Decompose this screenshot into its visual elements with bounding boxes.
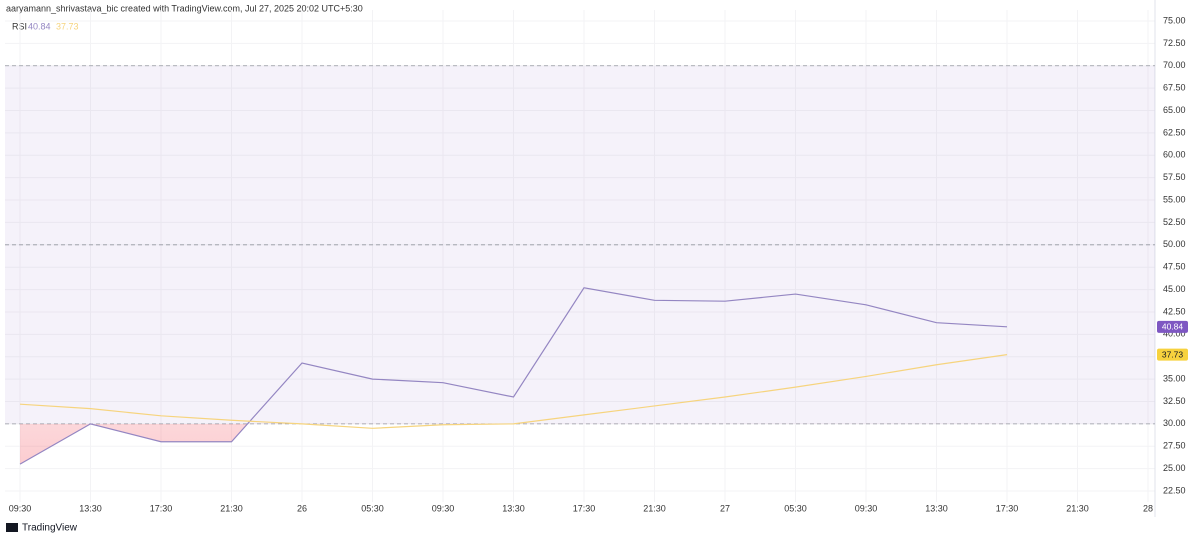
x-tick-label: 17:30 (150, 503, 173, 513)
y-tick-label: 47.50 (1163, 262, 1186, 272)
x-tick-label: 13:30 (502, 503, 525, 513)
y-tick-label: 75.00 (1163, 15, 1186, 25)
x-tick-label: 17:30 (573, 503, 596, 513)
y-tick-label: 27.50 (1163, 441, 1186, 451)
y-tick-label: 45.00 (1163, 284, 1186, 294)
x-tick-label: 21:30 (220, 503, 243, 513)
x-tick-label: 09:30 (9, 503, 32, 513)
price-badge-label: 37.73 (1162, 349, 1184, 359)
y-tick-label: 50.00 (1163, 239, 1186, 249)
y-tick-label: 70.00 (1163, 60, 1186, 70)
x-tick-label: 05:30 (784, 503, 807, 513)
y-tick-label: 60.00 (1163, 150, 1186, 160)
x-tick-label: 13:30 (79, 503, 102, 513)
legend-value: 37.73 (56, 21, 79, 31)
x-tick-label: 27 (720, 503, 730, 513)
y-tick-label: 65.00 (1163, 105, 1186, 115)
y-tick-label: 30.00 (1163, 418, 1186, 428)
x-tick-label: 13:30 (925, 503, 948, 513)
y-tick-label: 25.00 (1163, 463, 1186, 473)
y-tick-label: 52.50 (1163, 217, 1186, 227)
y-tick-label: 72.50 (1163, 38, 1186, 48)
y-tick-label: 42.50 (1163, 306, 1186, 316)
x-tick-label: 05:30 (361, 503, 384, 513)
x-tick-label: 21:30 (1066, 503, 1089, 513)
price-badge (1157, 320, 1188, 333)
brand: TradingView (22, 523, 78, 534)
brand-logo (6, 523, 18, 532)
series-line (19, 354, 1008, 429)
y-tick-label: 22.50 (1163, 485, 1186, 495)
y-tick-label: 67.50 (1163, 83, 1186, 93)
y-tick-label: 55.00 (1163, 194, 1186, 204)
y-tick-label: 62.50 (1163, 127, 1186, 137)
y-tick-label: 40.00 (1163, 329, 1186, 339)
legend-value: 40.84 (28, 21, 51, 31)
oversold-fill (20, 423, 1007, 465)
y-tick-label: 32.50 (1163, 396, 1186, 406)
price-badge (1157, 348, 1188, 361)
price-badge-label: 40.84 (1162, 322, 1184, 332)
x-tick-label: 09:30 (432, 503, 455, 513)
x-tick-label: 21:30 (643, 503, 666, 513)
attribution: aaryamann_shrivastava_bic created with T… (6, 3, 363, 13)
x-tick-label: 26 (297, 503, 307, 513)
x-tick-label: 28 (1143, 503, 1153, 513)
series-line (19, 287, 1008, 465)
x-tick-label: 17:30 (996, 503, 1019, 513)
x-tick-label: 09:30 (855, 503, 878, 513)
y-tick-label: 35.00 (1163, 373, 1186, 383)
y-tick-label: 57.50 (1163, 172, 1186, 182)
